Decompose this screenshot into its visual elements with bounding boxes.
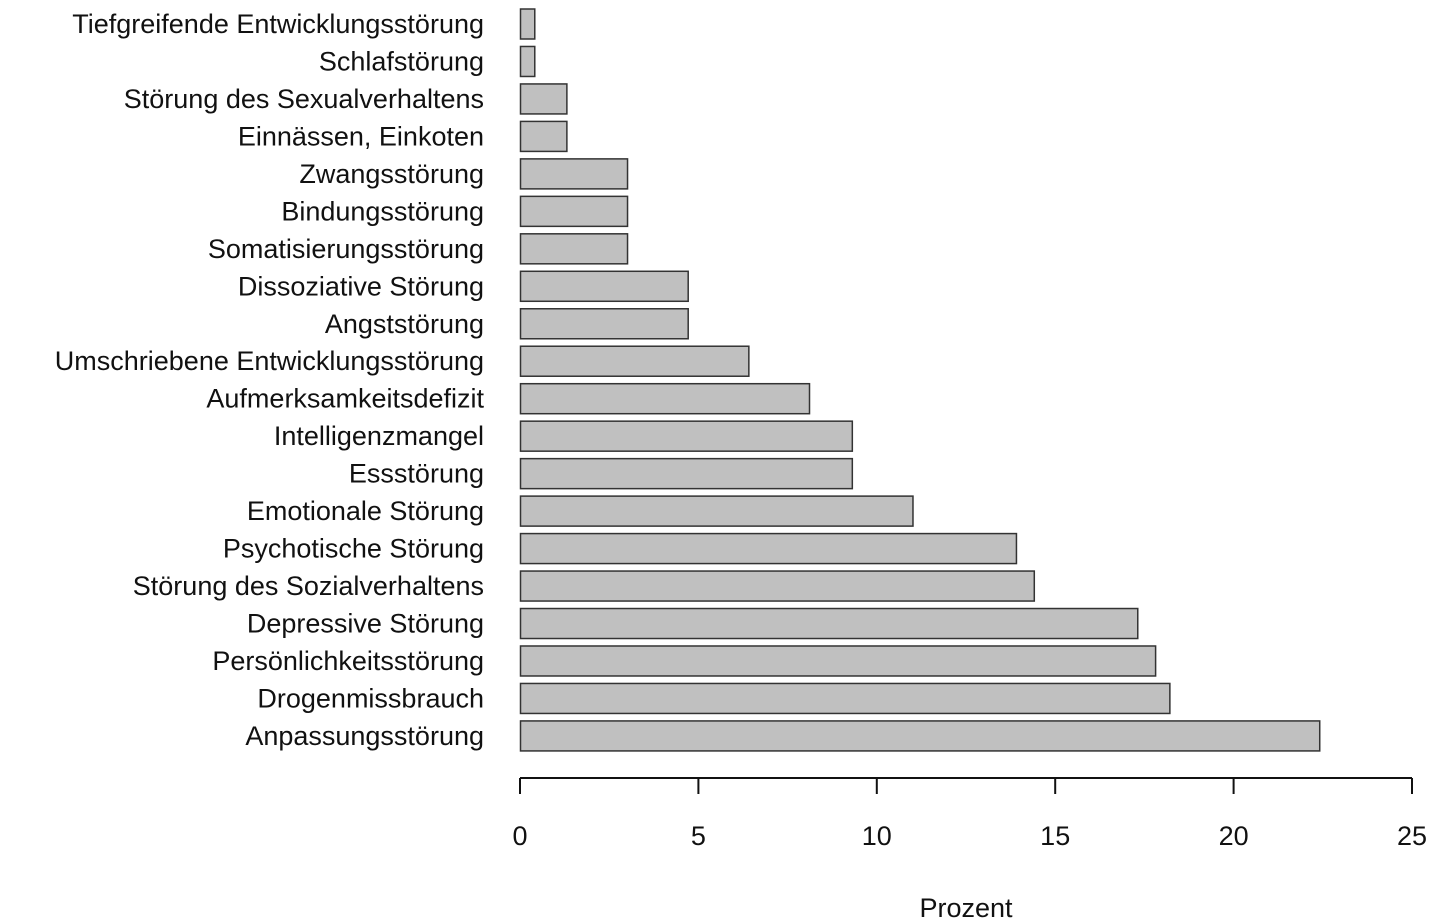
x-tick-label: 20 [1219, 821, 1249, 851]
x-tick-label: 10 [862, 821, 892, 851]
x-axis: 0 5 10 15 20 25 [512, 777, 1427, 851]
bar-10 [519, 382, 811, 415]
bar-5 [519, 195, 629, 228]
bars-group [519, 8, 1321, 752]
bar-8 [519, 308, 689, 340]
category-label: Störung des Sozialverhaltens [133, 571, 484, 601]
category-label: Anpassungsstörung [245, 721, 484, 751]
x-tick-label: 5 [691, 821, 706, 851]
bar-13 [519, 495, 914, 527]
bar-1 [519, 45, 536, 78]
category-labels-group: Tiefgreifende Entwicklungsstörung Schlafs… [55, 9, 485, 751]
category-label: Zwangsstörung [299, 159, 484, 189]
bar-7 [519, 270, 689, 303]
category-label: Somatisierungsstörung [208, 234, 484, 264]
category-label: Störung des Sexualverhaltens [124, 84, 484, 114]
category-label: Angststörung [325, 309, 484, 339]
category-label: Psychotische Störung [223, 534, 484, 564]
bar-0 [519, 8, 536, 40]
bar-16 [519, 607, 1139, 640]
bar-19 [519, 720, 1321, 752]
bar-11 [519, 420, 854, 452]
bar-4 [519, 158, 629, 190]
bar-18 [519, 682, 1171, 715]
bar-12 [519, 457, 854, 490]
category-label: Intelligenzmangel [274, 421, 484, 451]
bar-17 [519, 645, 1157, 677]
bar-3 [519, 120, 568, 153]
x-axis-title: Prozent [919, 893, 1013, 923]
bar-2 [519, 83, 568, 115]
bar-6 [519, 233, 629, 265]
category-label: Essstörung [349, 459, 484, 489]
category-label: Emotionale Störung [247, 496, 484, 526]
x-tick-label: 0 [512, 821, 527, 851]
category-label: Umschriebene Entwicklungsstörung [55, 346, 484, 376]
category-label: Persönlichkeitsstörung [212, 646, 484, 676]
category-label: Dissoziative Störung [238, 271, 484, 301]
category-label: Aufmerksamkeitsdefizit [206, 384, 484, 414]
x-tick-label: 15 [1040, 821, 1070, 851]
category-label: Einnässen, Einkoten [238, 121, 484, 151]
x-tick-label: 25 [1397, 821, 1427, 851]
bar-14 [519, 532, 1018, 565]
x-ticks-group: 0 5 10 15 20 25 [512, 778, 1427, 851]
category-label: Drogenmissbrauch [257, 683, 484, 713]
category-label: Depressive Störung [247, 609, 484, 639]
bar-9 [519, 345, 750, 377]
category-label: Bindungsstörung [281, 196, 484, 226]
bar-15 [519, 570, 1036, 602]
category-label: Tiefgreifende Entwicklungsstörung [72, 9, 484, 39]
category-label: Schlafstörung [319, 46, 484, 76]
